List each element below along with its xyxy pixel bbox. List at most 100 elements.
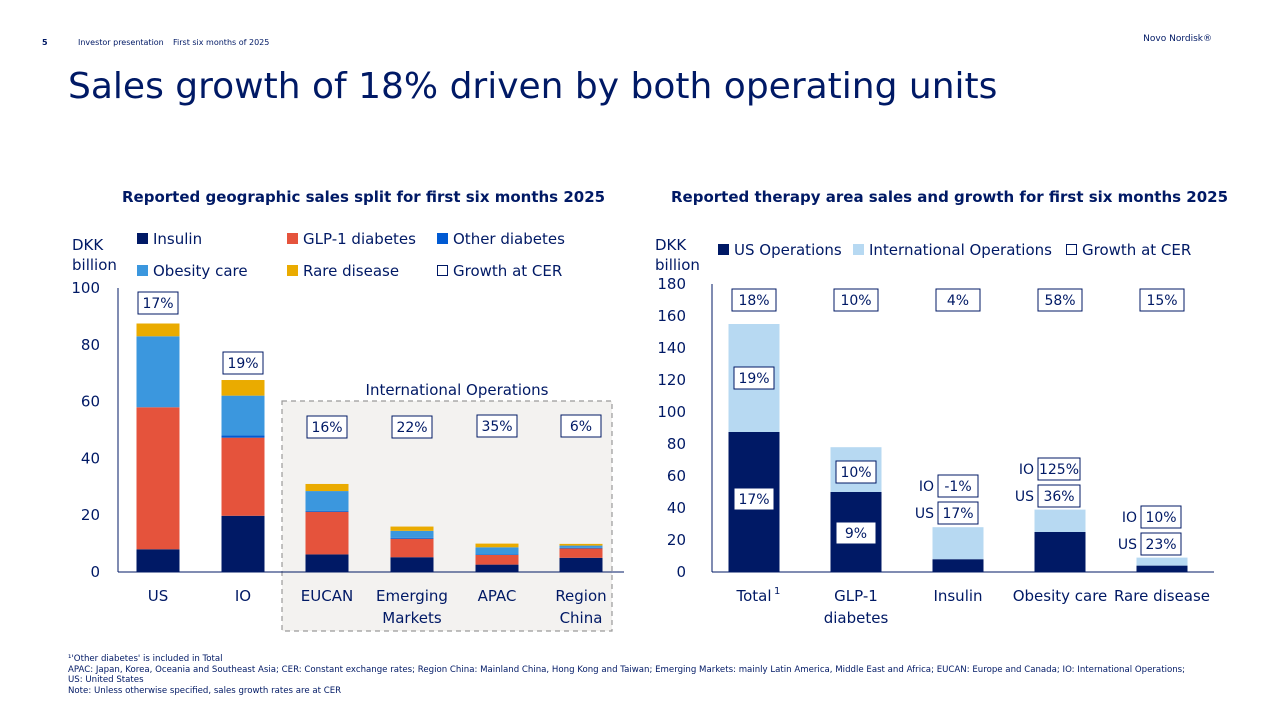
y-tick-label: 100 — [657, 403, 686, 421]
footnote-note: Note: Unless otherwise specified, sales … — [68, 685, 342, 696]
x-tick-label: China — [560, 609, 603, 627]
legend-growth: Growth at CER — [437, 262, 562, 280]
bar-segment — [1136, 557, 1188, 566]
bar-segment — [136, 323, 180, 337]
growth-io-label: -1% — [944, 479, 971, 495]
growth-label: 17% — [142, 296, 173, 312]
bar-segment — [305, 491, 349, 511]
growth-io-label-box — [1140, 505, 1182, 529]
growth-io-label-box — [937, 474, 979, 498]
legend-growth-right: Growth at CER — [1066, 241, 1191, 259]
growth-label-box — [137, 291, 179, 315]
legend-swatch — [137, 265, 148, 276]
x-tick-label: Region — [555, 587, 606, 605]
growth-us-label-box — [835, 521, 877, 545]
io-tag: IO — [919, 479, 934, 495]
y-tick-label: 40 — [667, 499, 686, 517]
bar-segment — [830, 492, 882, 572]
legend-swatch — [437, 265, 448, 276]
growth-total-label: 10% — [840, 293, 871, 309]
growth-total-label-box — [731, 288, 777, 312]
legend-obesity: Obesity care — [137, 262, 248, 280]
bar-segment — [559, 543, 603, 546]
io-tag: IO — [1122, 510, 1137, 526]
y-tick-label: 180 — [657, 275, 686, 293]
x-tick-label: Total — [735, 587, 771, 605]
bar-segment — [932, 527, 984, 560]
growth-label-box — [391, 415, 433, 439]
legend-swatch — [137, 233, 148, 244]
y-tick-label: 40 — [81, 449, 100, 467]
doc-title: Investor presentation — [78, 38, 164, 47]
legend-swatch — [287, 233, 298, 244]
io-region-box — [281, 400, 613, 632]
x-tick-label: Emerging — [376, 587, 448, 605]
growth-label: 22% — [396, 420, 427, 436]
bar-segment — [475, 543, 519, 548]
bar-segment — [728, 324, 780, 432]
y-tick-label: 20 — [81, 506, 100, 524]
legend-glp1: GLP-1 diabetes — [287, 230, 416, 248]
bar-segment — [221, 395, 265, 436]
growth-label: 16% — [311, 420, 342, 436]
bar-segment — [390, 537, 434, 539]
legend-swatch — [853, 244, 864, 255]
footnote-abbreviations: APAC: Japan, Korea, Oceania and Southeas… — [68, 664, 1186, 686]
x-tick-label: Obesity care — [1013, 587, 1108, 605]
legend-swatch — [1066, 244, 1077, 255]
us-tag: US — [1015, 489, 1034, 505]
y-tick-label: 80 — [81, 336, 100, 354]
growth-label-box — [222, 351, 264, 375]
x-tick-label: Rare disease — [1114, 587, 1210, 605]
legend-other-diabetes: Other diabetes — [437, 230, 565, 248]
y-tick-label: 0 — [90, 563, 100, 581]
bar-segment — [305, 511, 349, 555]
bar-segment — [475, 547, 519, 555]
growth-total-label: 18% — [738, 293, 769, 309]
footnote-1: ¹'Other diabetes' is included in Total — [68, 654, 223, 664]
growth-total-label: 58% — [1044, 293, 1075, 309]
x-tick-label: IO — [235, 587, 251, 605]
bar-segment — [221, 515, 265, 572]
y-tick-label: 140 — [657, 339, 686, 357]
growth-us-label-box — [733, 487, 775, 511]
growth-us-label-box — [1037, 484, 1081, 508]
bar-segment — [559, 557, 603, 572]
period-label: First six months of 2025 — [173, 38, 270, 47]
growth-io-label: 19% — [738, 371, 769, 387]
y-tick-label: 60 — [81, 393, 100, 411]
y-tick-label: 80 — [667, 435, 686, 453]
growth-us-label: 9% — [845, 526, 867, 542]
growth-label-box — [476, 414, 518, 438]
legend-us-ops: US Operations — [718, 241, 842, 259]
legend-swatch — [437, 233, 448, 244]
growth-label-box — [306, 415, 348, 439]
x-tick-label: Insulin — [933, 587, 982, 605]
io-tag: IO — [1019, 462, 1034, 478]
y-tick-label: 100 — [71, 279, 100, 297]
us-tag: US — [1118, 537, 1137, 553]
growth-total-label-box — [1037, 288, 1083, 312]
growth-total-label: 15% — [1146, 293, 1177, 309]
page-title: Sales growth of 18% driven by both opera… — [68, 66, 998, 107]
bar-segment — [390, 557, 434, 572]
legend-swatch — [718, 244, 729, 255]
bar-segment — [475, 554, 519, 555]
brand-name: Novo Nordisk® — [1143, 34, 1212, 44]
legend-swatch — [287, 265, 298, 276]
left-ylabel-unit: DKK — [72, 236, 104, 254]
left-ylabel-billion: billion — [72, 256, 117, 274]
bar-segment — [475, 564, 519, 572]
x-tick-label: US — [148, 587, 169, 605]
bar-segment — [305, 554, 349, 572]
growth-io-label-box — [733, 366, 775, 390]
x-tick-label: APAC — [478, 587, 517, 605]
bar-segment — [559, 547, 603, 549]
right-ylabel-billion: billion — [655, 256, 700, 274]
y-tick-label: 120 — [657, 371, 686, 389]
bar-segment — [136, 549, 180, 572]
growth-us-label: 17% — [738, 492, 769, 508]
growth-total-label-box — [935, 288, 981, 312]
growth-total-label-box — [1139, 288, 1185, 312]
bar-segment — [390, 538, 434, 558]
